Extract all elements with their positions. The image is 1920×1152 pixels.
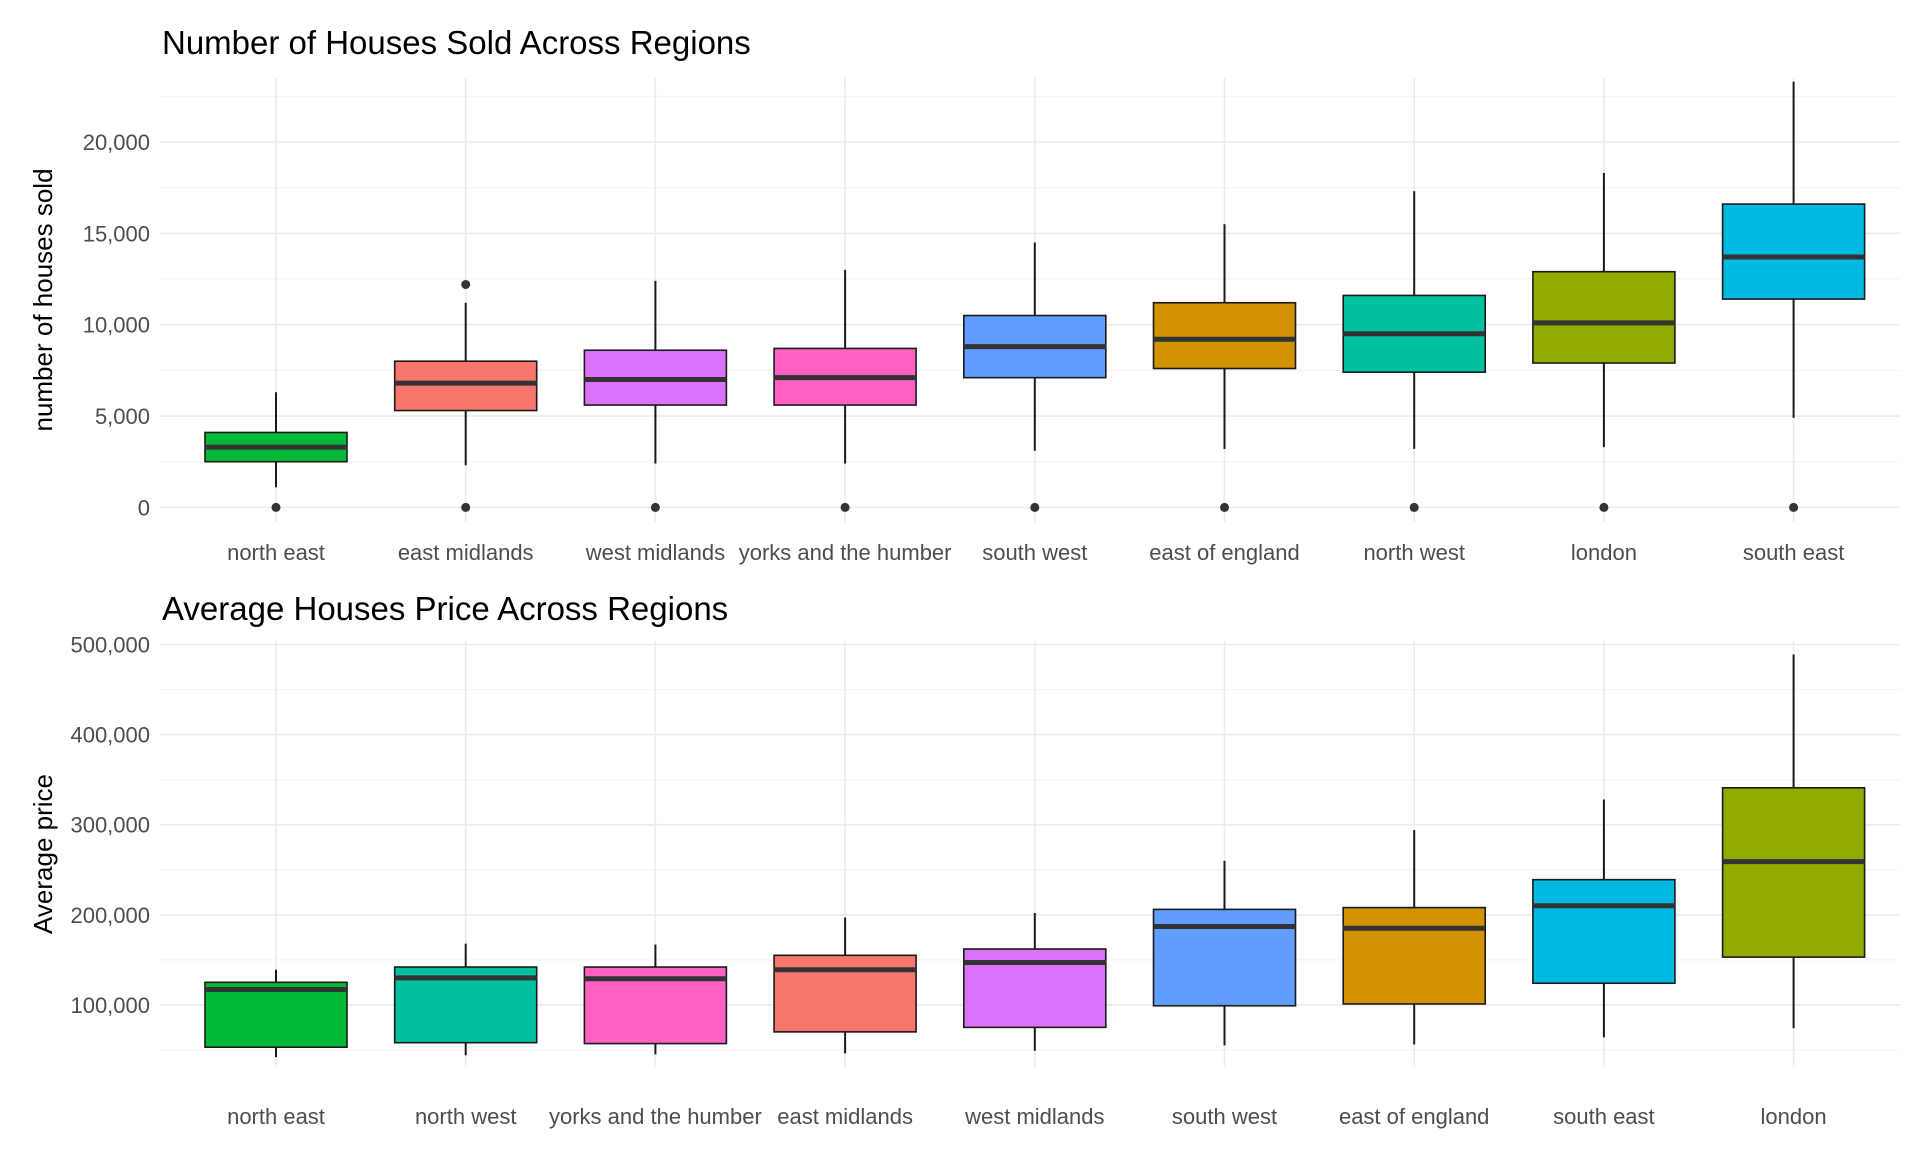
box-south-west: [1152, 908, 1297, 1007]
box-south-east: [1721, 203, 1866, 300]
x-tick-label: south west: [982, 540, 1087, 565]
outlier-point: [1789, 502, 1799, 512]
outlier-point: [461, 279, 471, 289]
y-tick-label: 0: [138, 495, 150, 520]
box-north-east: [204, 981, 348, 1048]
y-tick-label: 400,000: [70, 723, 150, 748]
box-east-of-england: [1342, 906, 1486, 1005]
y-tick-label: 20,000: [83, 130, 150, 155]
box-east-midlands: [393, 360, 538, 412]
x-tick-label: north west: [415, 1104, 517, 1129]
y-tick-label: 10,000: [83, 313, 150, 338]
x-tick-label: east midlands: [777, 1104, 913, 1129]
x-tick-label: yorks and the humber: [549, 1104, 762, 1129]
chart-title: Average Houses Price Across Regions: [162, 590, 728, 627]
outlier-point: [461, 502, 471, 512]
outlier-point: [271, 502, 281, 512]
x-tick-label: west midlands: [964, 1104, 1104, 1129]
y-axis-label: Average price: [28, 774, 58, 934]
box-south-east: [1532, 878, 1676, 985]
x-tick-label: east of england: [1149, 540, 1299, 565]
chart-title: Number of Houses Sold Across Regions: [162, 24, 751, 61]
box-east-midlands: [773, 954, 917, 1033]
x-tick-label: yorks and the humber: [739, 540, 952, 565]
outlier-point: [1030, 502, 1040, 512]
x-tick-label: south west: [1172, 1104, 1277, 1129]
x-tick-label: north west: [1363, 540, 1465, 565]
x-tick-label: east of england: [1339, 1104, 1489, 1129]
x-tick-label: north east: [227, 1104, 325, 1129]
x-tick-label: west midlands: [585, 540, 725, 565]
x-tick-label: north east: [227, 540, 325, 565]
box-east-of-england: [1152, 301, 1297, 370]
y-tick-label: 100,000: [70, 993, 150, 1018]
y-tick-label: 5,000: [95, 404, 150, 429]
x-tick-label: south east: [1743, 540, 1845, 565]
outlier-point: [1409, 502, 1419, 512]
box-london: [1721, 787, 1866, 958]
x-tick-label: east midlands: [398, 540, 534, 565]
y-tick-label: 300,000: [70, 813, 150, 838]
outlier-point: [1599, 502, 1609, 512]
y-tick-label: 200,000: [70, 903, 150, 928]
y-tick-label: 500,000: [70, 633, 150, 658]
outlier-point: [1220, 502, 1229, 512]
x-tick-label: south east: [1553, 1104, 1655, 1129]
outlier-point: [650, 502, 660, 512]
x-tick-label: london: [1571, 540, 1637, 565]
y-tick-label: 15,000: [83, 221, 150, 246]
x-tick-label: london: [1761, 1104, 1827, 1129]
outlier-point: [840, 502, 850, 512]
y-axis-label: number of houses sold: [28, 168, 58, 431]
box-london: [1532, 270, 1676, 364]
